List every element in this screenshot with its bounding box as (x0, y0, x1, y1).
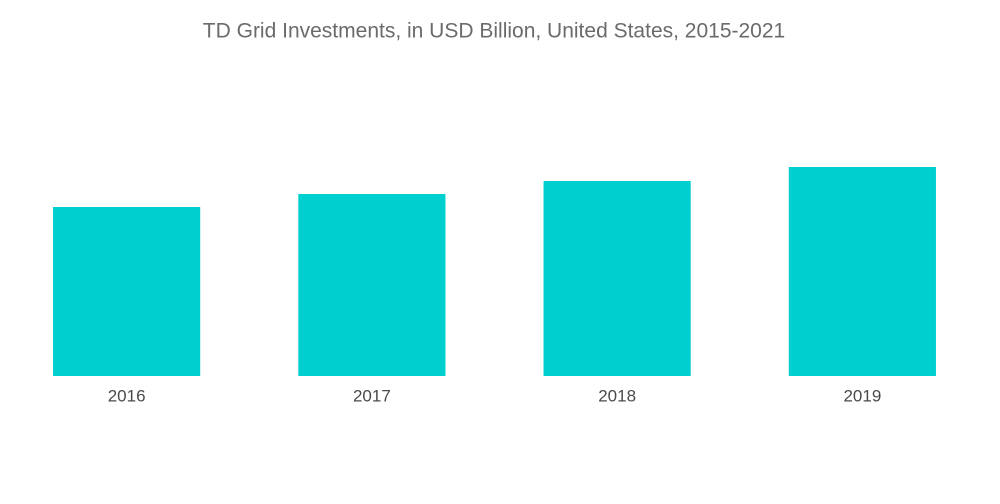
x-tick-label: 2016 (108, 386, 146, 405)
bar (788, 167, 936, 376)
x-tick-label: 2019 (843, 386, 881, 405)
bar (298, 194, 446, 376)
bar (53, 207, 201, 376)
x-tick-label: 2018 (598, 386, 636, 405)
bar (543, 181, 691, 376)
chart-title: TD Grid Investments, in USD Billion, Uni… (203, 20, 785, 43)
x-tick-label: 2017 (353, 386, 391, 405)
